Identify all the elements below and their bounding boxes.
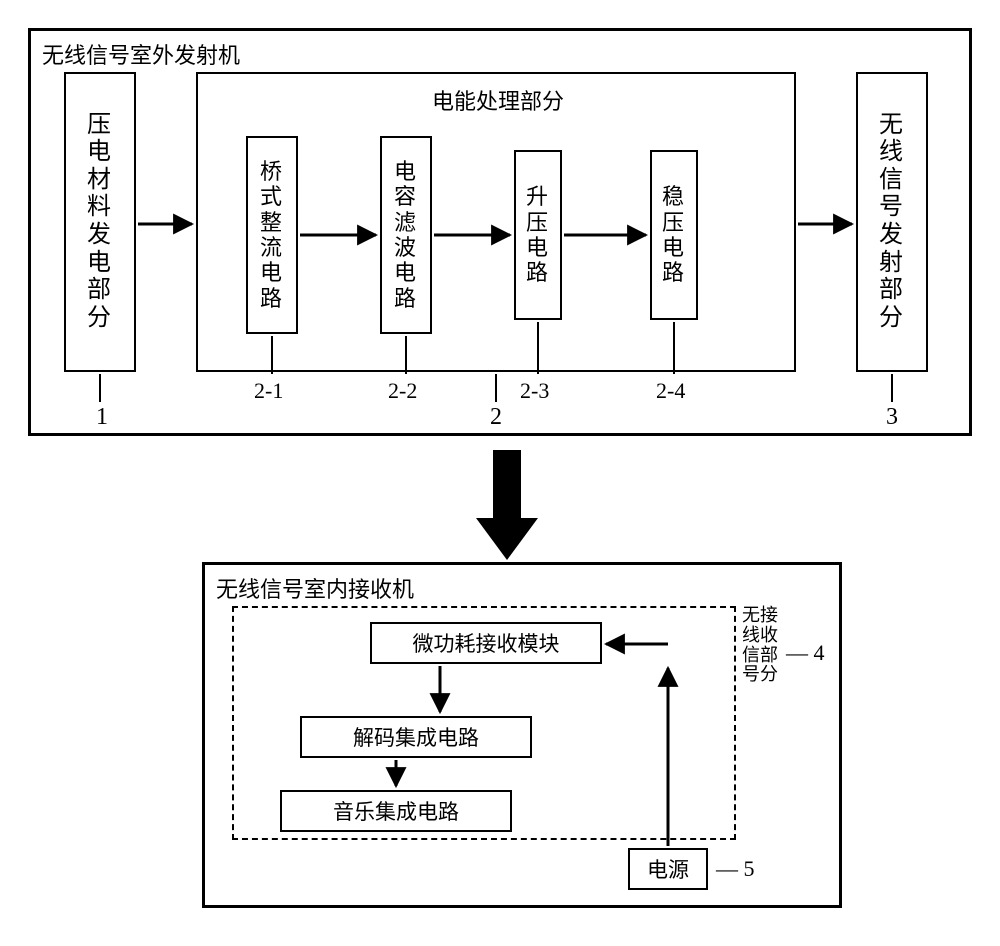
diagram-canvas: 无线信号室外发射机 压 电 材 料 发 电 部 分 电能处理部分 桥 式 整 流… — [20, 20, 980, 926]
module-music: 音乐集成电路 — [280, 790, 512, 832]
block-piezo: 压 电 材 料 发 电 部 分 — [64, 72, 136, 372]
sub-cap: 电 容 滤 波 电 路 — [380, 136, 432, 334]
block-piezo-c5: 电 — [87, 250, 113, 278]
sub-boost: 升 压 电 路 — [514, 150, 562, 320]
block-piezo-c1: 电 — [87, 139, 113, 167]
sub-reg: 稳 压 电 路 — [650, 150, 698, 320]
recv-section-label: 无 线 信 号 接 收 部 分 — [742, 606, 782, 685]
block-tx: 无 线 信 号 发 射 部 分 — [856, 72, 928, 372]
ref-2-3: 2-3 — [520, 378, 549, 404]
ref-2-1: 2-1 — [254, 378, 283, 404]
ref-2-4: 2-4 — [656, 378, 685, 404]
sub-bridge: 桥 式 整 流 电 路 — [246, 136, 298, 334]
ref-3: 3 — [886, 404, 898, 431]
ref-1: 1 — [96, 404, 108, 431]
block-piezo-c3: 料 — [87, 194, 113, 222]
big-arrow-icon — [476, 450, 538, 560]
receiver-title: 无线信号室内接收机 — [216, 572, 414, 604]
processing-title: 电能处理部分 — [432, 84, 564, 116]
block-piezo-c7: 分 — [87, 305, 113, 333]
ref-4: — 4 — [786, 640, 825, 666]
transmitter-title: 无线信号室外发射机 — [42, 38, 240, 70]
block-piezo-c6: 部 — [87, 277, 113, 305]
ref-2-2: 2-2 — [388, 378, 417, 404]
module-rx: 微功耗接收模块 — [370, 622, 602, 664]
module-decode: 解码集成电路 — [300, 716, 532, 758]
ref-2: 2 — [490, 404, 502, 431]
block-power: 电源 — [628, 848, 708, 890]
block-piezo-c4: 发 — [87, 222, 113, 250]
block-piezo-c0: 压 — [87, 112, 113, 140]
block-piezo-c2: 材 — [87, 167, 113, 195]
ref-5: — 5 — [716, 856, 755, 882]
